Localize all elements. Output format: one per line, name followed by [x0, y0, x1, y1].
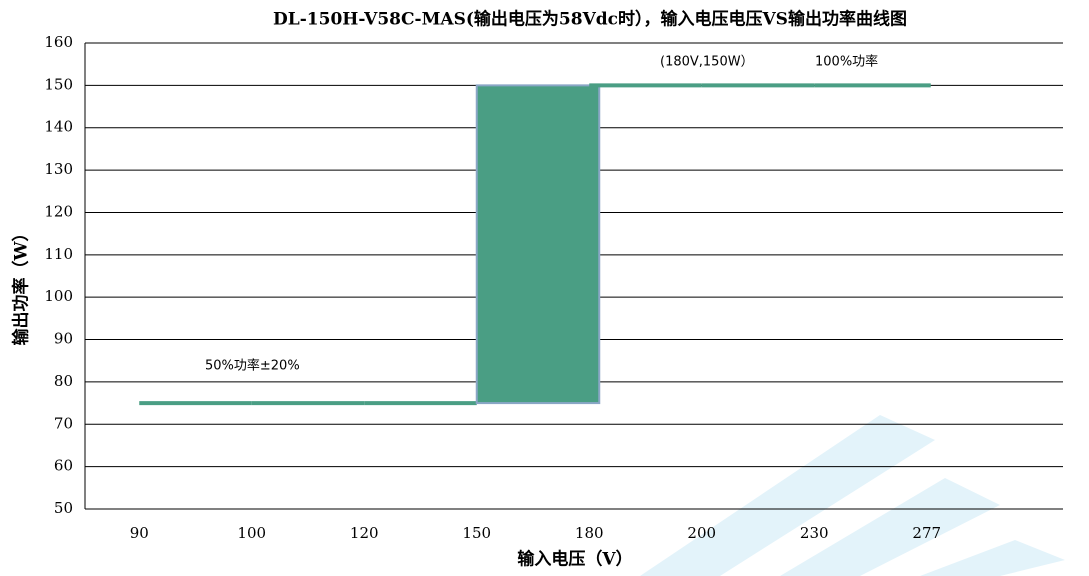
- x-tick-label: 100: [237, 524, 266, 542]
- y-tick-label: 70: [54, 414, 73, 432]
- x-tick-label: 90: [130, 524, 149, 542]
- y-axis-label: 输出功率（W）: [11, 224, 32, 345]
- x-tick-label: 120: [350, 524, 379, 542]
- x-tick-label: 277: [912, 524, 941, 542]
- y-tick-label: 140: [44, 118, 73, 136]
- y-tick-label: 60: [54, 457, 73, 475]
- step-area: [475, 84, 601, 405]
- x-tick-label: 230: [800, 524, 829, 542]
- x-tick-label: 180: [575, 524, 604, 542]
- chart-title: DL-150H-V58C-MAS(输出电压为58Vdc时），输入电压电压VS输出…: [273, 9, 907, 30]
- y-tick-label: 150: [44, 75, 73, 93]
- y-tick-label: 160: [44, 33, 73, 51]
- y-tick-label: 130: [44, 160, 73, 178]
- y-tick-label: 50: [54, 499, 73, 517]
- x-axis-label: 输入电压（V）: [517, 549, 632, 570]
- annotation: (180V,150W）: [660, 55, 754, 70]
- y-tick-label: 120: [44, 202, 73, 220]
- y-tick-label: 110: [44, 245, 73, 263]
- y-tick-label: 90: [54, 330, 73, 348]
- y-tick-label: 80: [54, 372, 73, 390]
- x-tick-label: 200: [687, 524, 716, 542]
- y-tick-label: 100: [44, 287, 73, 305]
- x-tick-label: 150: [462, 524, 491, 542]
- watermark: [640, 415, 1065, 576]
- annotation: 50%功率±20%: [205, 358, 300, 374]
- annotation: 100%功率: [815, 54, 878, 70]
